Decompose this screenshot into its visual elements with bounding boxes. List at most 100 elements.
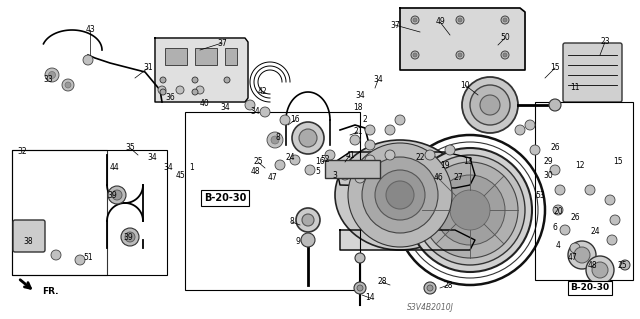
Circle shape <box>301 233 315 247</box>
Bar <box>195 48 217 65</box>
Circle shape <box>125 232 135 242</box>
Circle shape <box>121 228 139 246</box>
Circle shape <box>108 186 126 204</box>
Bar <box>12 150 107 275</box>
Text: 47: 47 <box>267 174 277 182</box>
Text: 39: 39 <box>123 234 133 242</box>
Text: 4: 4 <box>556 241 561 249</box>
Circle shape <box>260 107 270 117</box>
Text: 16: 16 <box>315 158 325 167</box>
Circle shape <box>354 282 366 294</box>
Polygon shape <box>155 38 248 102</box>
Circle shape <box>75 255 85 265</box>
Text: 25: 25 <box>617 261 627 270</box>
Text: 15: 15 <box>613 158 623 167</box>
Text: 48: 48 <box>587 261 597 270</box>
Text: 34: 34 <box>147 153 157 162</box>
Circle shape <box>385 125 395 135</box>
Circle shape <box>503 53 507 57</box>
Circle shape <box>62 79 74 91</box>
Text: FR.: FR. <box>42 287 58 296</box>
Text: 51: 51 <box>83 254 93 263</box>
Text: 34: 34 <box>250 108 260 116</box>
Text: 28: 28 <box>377 278 387 286</box>
Circle shape <box>456 51 464 59</box>
Circle shape <box>458 53 462 57</box>
Circle shape <box>501 16 509 24</box>
Circle shape <box>424 282 436 294</box>
Text: 53: 53 <box>535 190 545 199</box>
Text: 34: 34 <box>373 76 383 85</box>
Circle shape <box>503 18 507 22</box>
Bar <box>12 150 167 275</box>
Circle shape <box>515 125 525 135</box>
Bar <box>325 160 380 178</box>
Circle shape <box>470 85 510 125</box>
Text: 11: 11 <box>570 84 580 93</box>
Text: 48: 48 <box>250 167 260 176</box>
FancyBboxPatch shape <box>13 220 45 252</box>
Circle shape <box>445 145 455 155</box>
Text: 32: 32 <box>17 147 27 157</box>
Circle shape <box>280 115 290 125</box>
Text: 33: 33 <box>43 76 53 85</box>
Circle shape <box>530 145 540 155</box>
Text: 9: 9 <box>296 238 300 247</box>
Circle shape <box>350 135 360 145</box>
Circle shape <box>299 129 317 147</box>
Circle shape <box>292 122 324 154</box>
Text: 27: 27 <box>453 174 463 182</box>
FancyBboxPatch shape <box>563 43 622 102</box>
Text: 45: 45 <box>175 170 185 180</box>
Text: 43: 43 <box>85 26 95 34</box>
Circle shape <box>570 243 580 253</box>
Text: 1: 1 <box>189 164 195 173</box>
Circle shape <box>267 132 283 148</box>
Bar <box>225 48 237 65</box>
Text: 28: 28 <box>444 280 452 290</box>
Circle shape <box>549 99 561 111</box>
Text: 47: 47 <box>567 254 577 263</box>
Circle shape <box>462 77 518 133</box>
Circle shape <box>224 77 230 83</box>
Text: 34: 34 <box>220 103 230 113</box>
Text: 22: 22 <box>415 153 425 162</box>
Text: 39: 39 <box>107 190 117 199</box>
Text: 31: 31 <box>143 63 153 72</box>
Text: 37: 37 <box>217 39 227 48</box>
Circle shape <box>160 89 166 95</box>
Text: 36: 36 <box>165 93 175 101</box>
Text: 38: 38 <box>23 238 33 247</box>
Ellipse shape <box>335 140 465 250</box>
Text: 24: 24 <box>590 227 600 236</box>
Text: 24: 24 <box>285 153 295 162</box>
Text: 10: 10 <box>460 80 470 90</box>
Circle shape <box>83 55 93 65</box>
Circle shape <box>585 185 595 195</box>
Circle shape <box>411 51 419 59</box>
Text: 40: 40 <box>200 99 210 108</box>
Text: 35: 35 <box>125 144 135 152</box>
Circle shape <box>340 170 350 180</box>
Circle shape <box>192 89 198 95</box>
Text: 20: 20 <box>553 207 563 217</box>
Circle shape <box>290 155 300 165</box>
Text: 34: 34 <box>355 91 365 100</box>
Circle shape <box>355 173 365 183</box>
Circle shape <box>355 253 365 263</box>
Circle shape <box>365 125 375 135</box>
Circle shape <box>586 256 614 284</box>
Text: B-20-30: B-20-30 <box>204 193 246 203</box>
Circle shape <box>192 77 198 83</box>
Text: 49: 49 <box>435 18 445 26</box>
Circle shape <box>592 262 608 278</box>
Text: 30: 30 <box>543 170 553 180</box>
Circle shape <box>160 77 166 83</box>
Text: 26: 26 <box>550 144 560 152</box>
Circle shape <box>365 155 375 165</box>
Circle shape <box>245 100 255 110</box>
Text: 6: 6 <box>552 224 557 233</box>
Circle shape <box>271 136 279 144</box>
Text: 29: 29 <box>543 158 553 167</box>
Circle shape <box>112 190 122 200</box>
